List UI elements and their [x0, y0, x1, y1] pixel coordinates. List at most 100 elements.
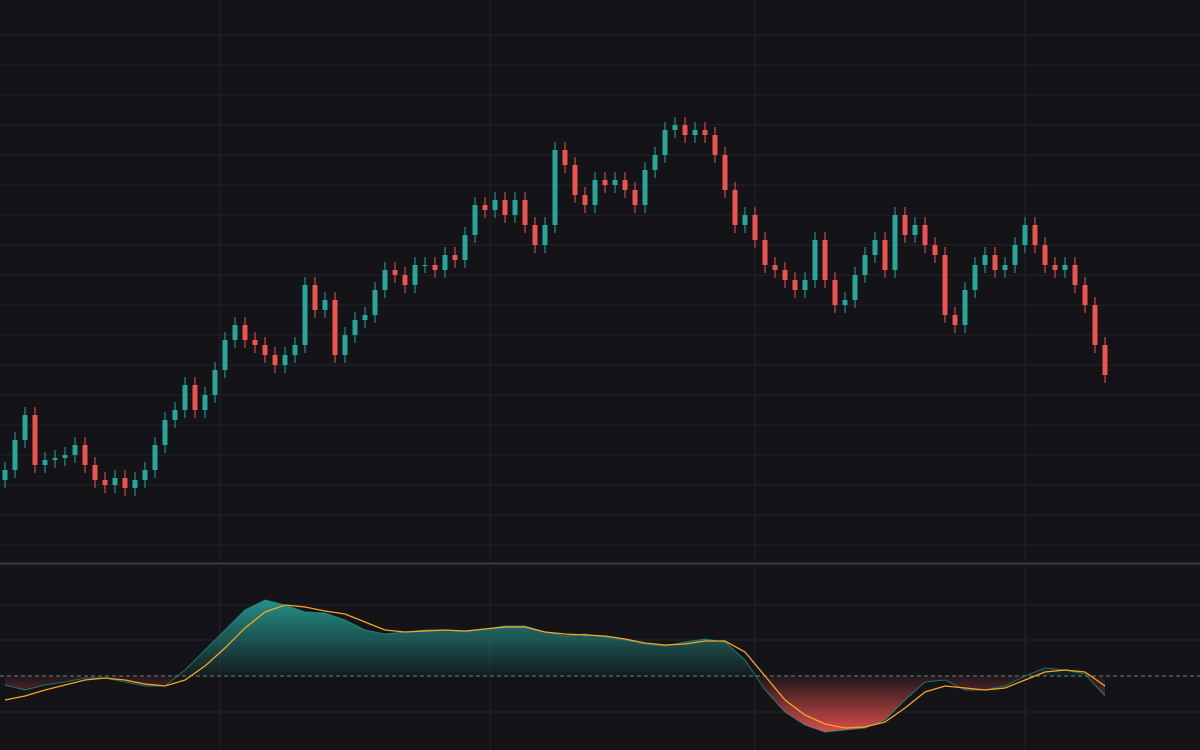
candle-body — [582, 195, 588, 205]
candle-body — [552, 150, 558, 225]
candle-body — [952, 315, 958, 325]
candle-body — [792, 280, 798, 290]
candle-body — [462, 235, 468, 260]
candle-body — [492, 200, 498, 210]
candle-body — [662, 130, 668, 155]
candle-body — [12, 440, 18, 470]
candle-body — [512, 200, 518, 215]
candle-body — [412, 265, 418, 285]
candle-body — [1072, 265, 1078, 285]
candle-body — [92, 465, 98, 480]
candle-body — [812, 240, 818, 280]
candle-body — [672, 125, 678, 130]
candle-body — [572, 165, 578, 195]
candle-body — [642, 170, 648, 205]
candle-body — [522, 200, 528, 225]
candle-body — [712, 135, 718, 155]
candle-body — [912, 225, 918, 235]
candle-body — [682, 125, 688, 135]
candle-body — [242, 325, 248, 340]
signal-line — [4, 604, 1106, 729]
candle-body — [742, 215, 748, 225]
candle-body — [652, 155, 658, 170]
candle-body — [102, 480, 108, 485]
candle-body — [502, 200, 508, 215]
candle-body — [902, 215, 908, 235]
candle-body — [722, 155, 728, 190]
candle-body — [132, 480, 138, 488]
candle-body — [562, 150, 568, 165]
candle-body — [962, 290, 968, 325]
candle-body — [772, 265, 778, 270]
candle-body — [732, 190, 738, 225]
candle-body — [382, 270, 388, 290]
candle-body — [1042, 245, 1048, 265]
candle-body — [1012, 245, 1018, 265]
candle-body — [892, 215, 898, 270]
candle-body — [152, 445, 158, 470]
candle-body — [992, 255, 998, 270]
candle-body — [602, 180, 608, 185]
candle-body — [622, 180, 628, 190]
candle-body — [842, 300, 848, 305]
candle-body — [1092, 305, 1098, 345]
candle-body — [282, 355, 288, 365]
candle-body — [22, 415, 28, 440]
candle-body — [472, 205, 478, 235]
candle-body — [822, 240, 828, 280]
candle-body — [62, 455, 68, 458]
candle-body — [862, 255, 868, 275]
candle-body — [432, 265, 438, 270]
candle-body — [1032, 225, 1038, 245]
candle-body — [32, 415, 38, 465]
candle-body — [1102, 345, 1108, 375]
candle-body — [222, 340, 228, 370]
candle-body — [302, 285, 308, 345]
candle-body — [482, 205, 488, 210]
candle-body — [422, 265, 428, 266]
candle-body — [882, 240, 888, 270]
candle-body — [762, 240, 768, 265]
candle-body — [1002, 265, 1008, 270]
candle-body — [292, 345, 298, 355]
candle-body — [802, 280, 808, 290]
candle-body — [1022, 225, 1028, 245]
candle-body — [352, 320, 358, 335]
candle-body — [252, 340, 258, 345]
candle-body — [202, 395, 208, 410]
candle-body — [182, 385, 188, 410]
candle-body — [592, 180, 598, 205]
candle-body — [232, 325, 238, 340]
candle-body — [922, 225, 928, 245]
candle-body — [262, 345, 268, 355]
candle-body — [692, 130, 698, 135]
candle-body — [542, 225, 548, 245]
candle-body — [872, 240, 878, 255]
candle-body — [702, 130, 708, 135]
candle-body — [332, 300, 338, 355]
candle-body — [402, 275, 408, 285]
candle-body — [172, 410, 178, 420]
candle-body — [122, 478, 128, 488]
candle-body — [832, 280, 838, 305]
candle-body — [42, 460, 48, 465]
candle-body — [442, 255, 448, 270]
candle-body — [752, 215, 758, 240]
candle-body — [612, 180, 618, 185]
candle-body — [452, 255, 458, 260]
candle-body — [632, 190, 638, 205]
candle-body — [72, 445, 78, 455]
candle-body — [532, 225, 538, 245]
candle-body — [392, 270, 398, 275]
candle-body — [782, 270, 788, 280]
candle-body — [272, 355, 278, 365]
candle-body — [932, 245, 938, 255]
candle-body — [82, 445, 88, 465]
candle-body — [942, 255, 948, 315]
candle-body — [2, 470, 8, 480]
oscillator-area — [5, 600, 1105, 732]
candle-body — [52, 458, 58, 460]
candle-body — [972, 265, 978, 290]
candle-body — [362, 315, 368, 320]
